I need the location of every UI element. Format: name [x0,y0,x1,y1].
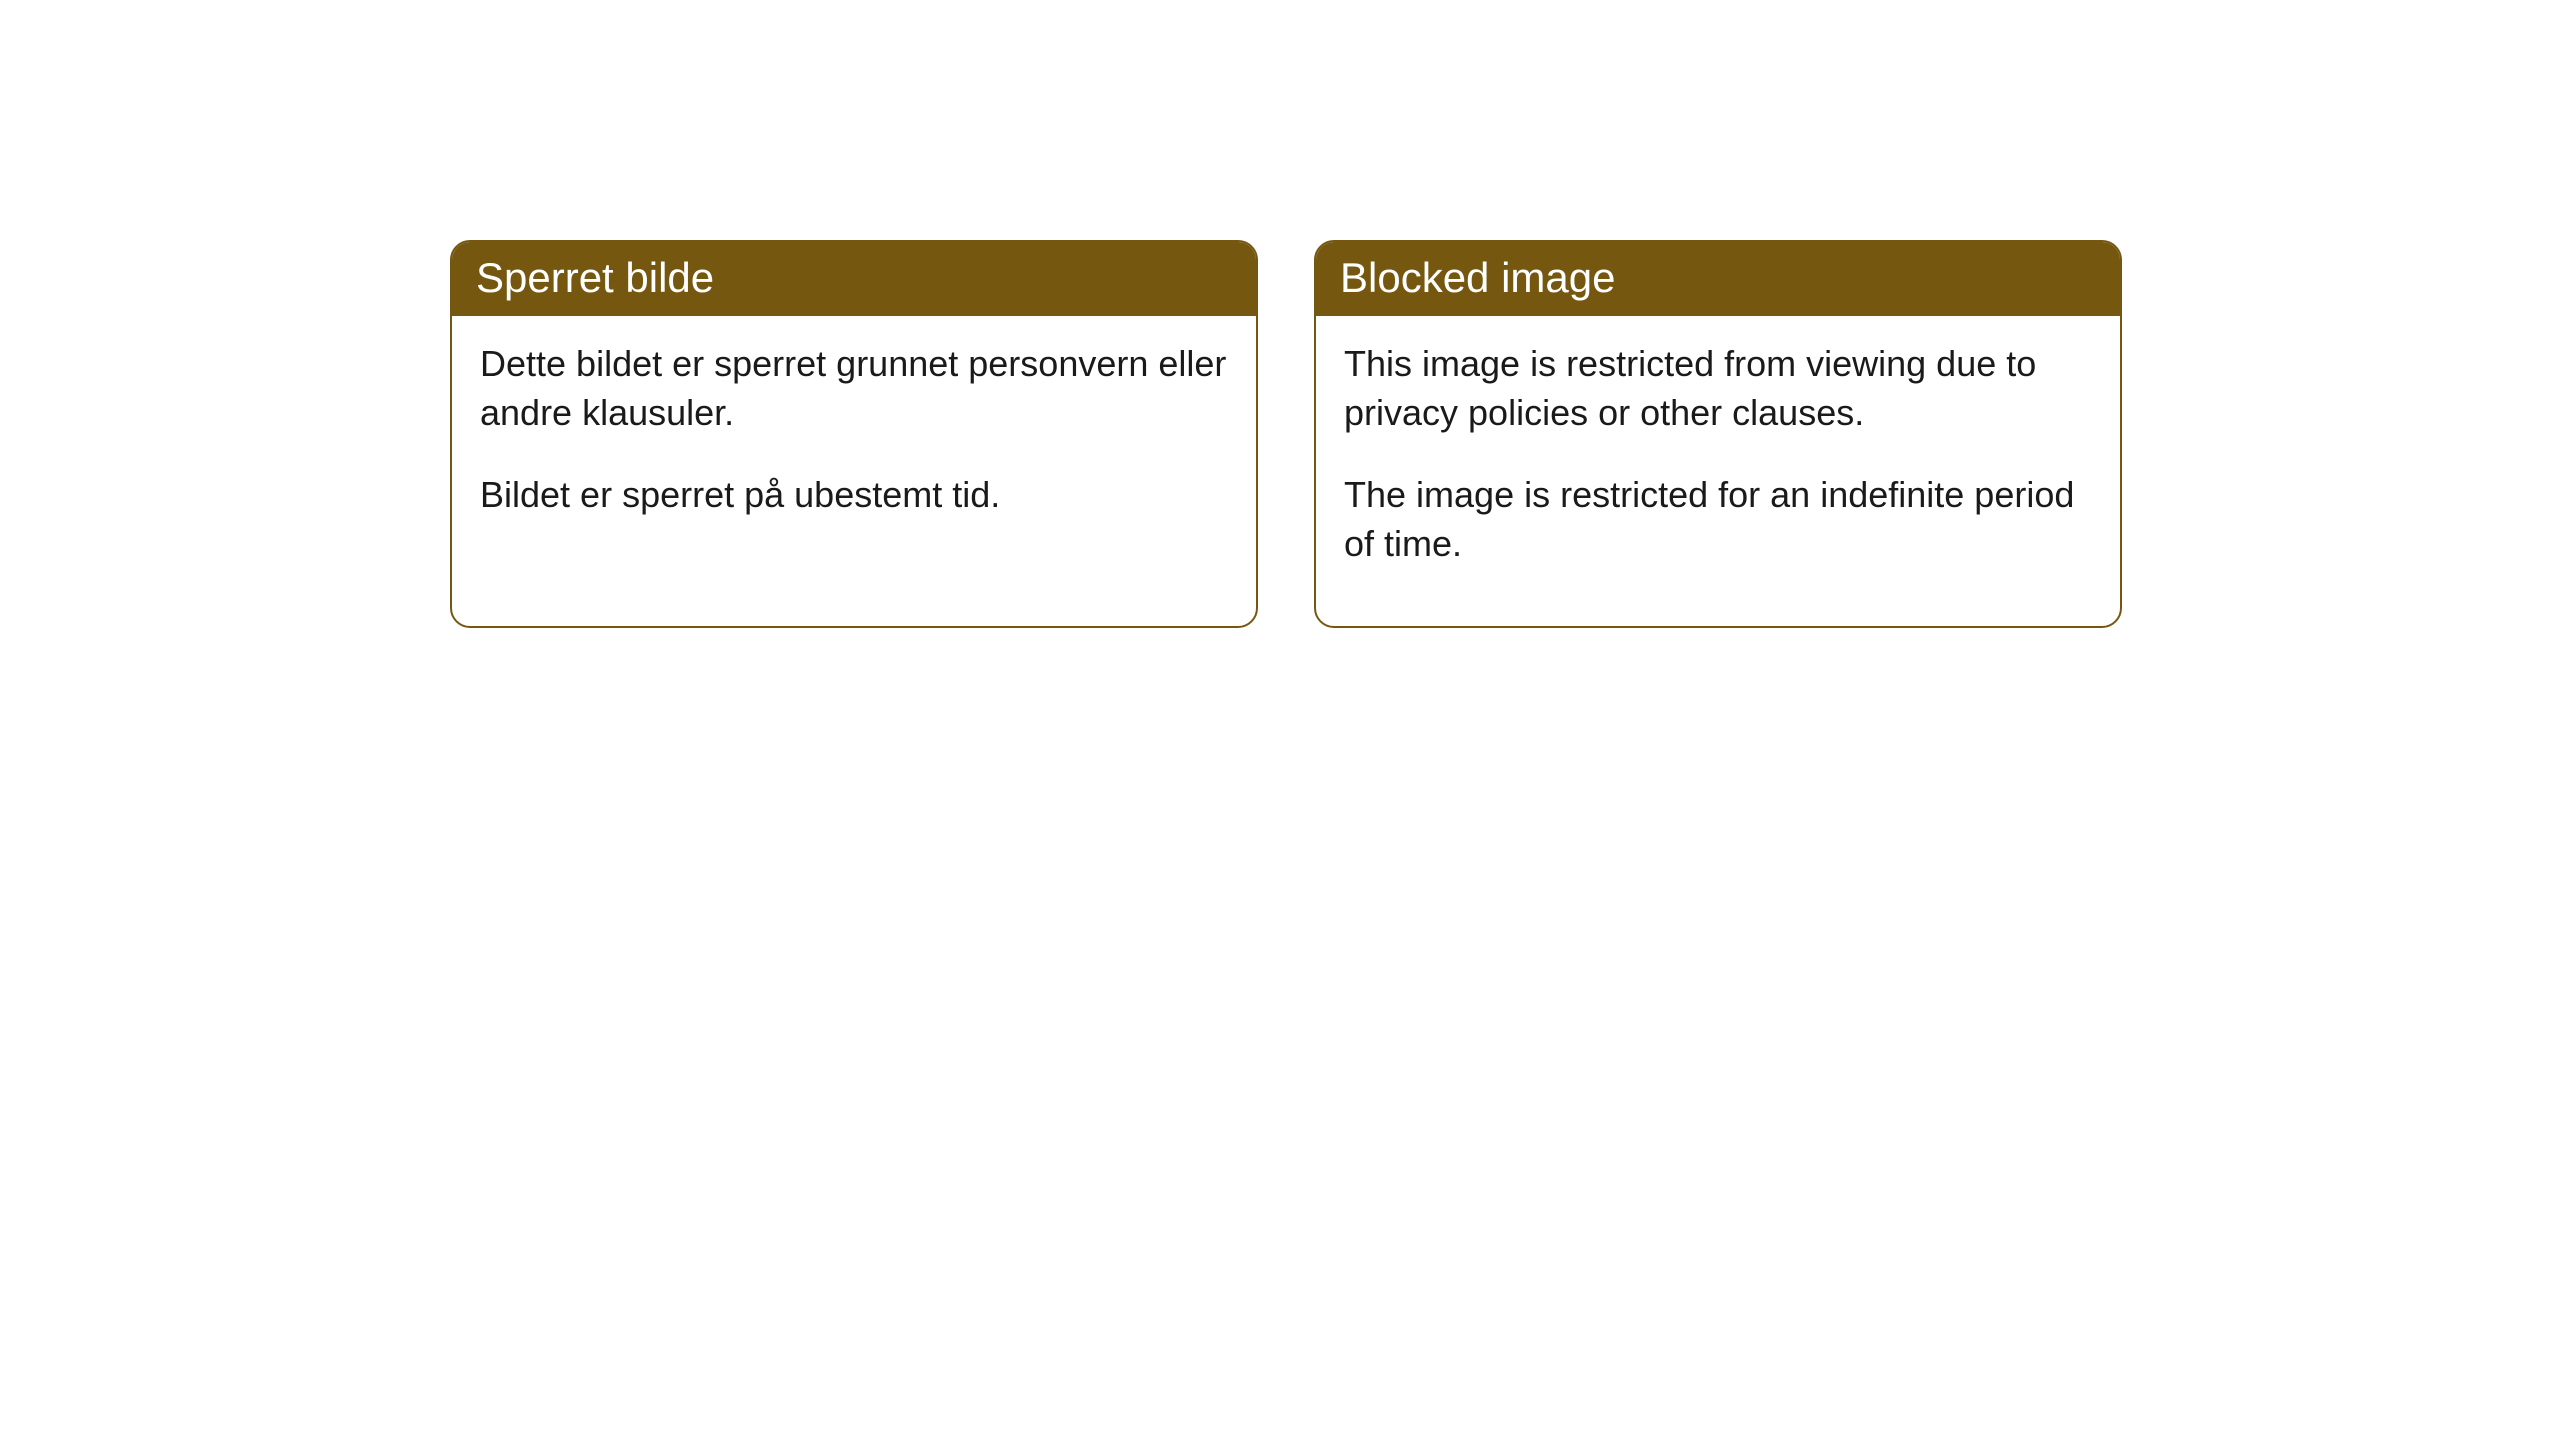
card-paragraph: This image is restricted from viewing du… [1344,340,2092,437]
card-paragraph: The image is restricted for an indefinit… [1344,471,2092,568]
card-body: This image is restricted from viewing du… [1316,316,2120,626]
cards-container: Sperret bilde Dette bildet er sperret gr… [0,0,2560,628]
card-header: Sperret bilde [452,242,1256,316]
card-paragraph: Bildet er sperret på ubestemt tid. [480,471,1228,520]
card-body: Dette bildet er sperret grunnet personve… [452,316,1256,578]
card-header: Blocked image [1316,242,2120,316]
card-norwegian: Sperret bilde Dette bildet er sperret gr… [450,240,1258,628]
card-english: Blocked image This image is restricted f… [1314,240,2122,628]
card-paragraph: Dette bildet er sperret grunnet personve… [480,340,1228,437]
